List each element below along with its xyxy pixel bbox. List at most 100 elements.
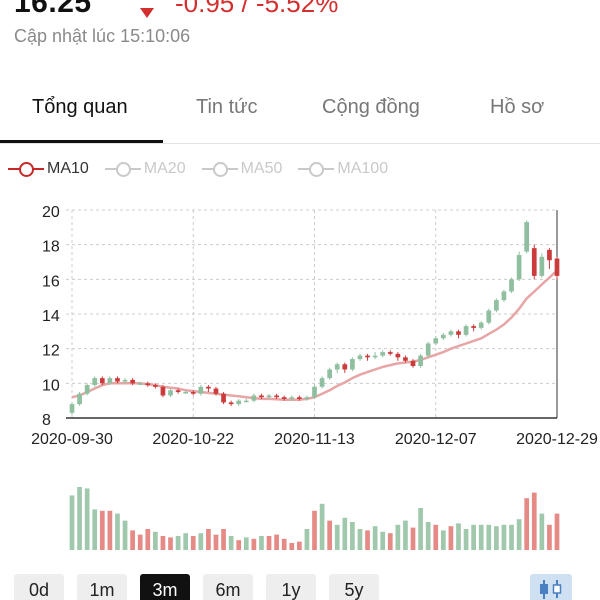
volume-bar <box>509 524 514 550</box>
candle-body <box>92 378 98 386</box>
volume-bar <box>365 530 370 550</box>
volume-bar <box>524 498 530 550</box>
candle-body <box>281 397 287 399</box>
volume-bar <box>304 529 310 550</box>
volume-bar <box>137 534 143 550</box>
volume-bar <box>183 533 189 550</box>
ma-line-icon <box>8 159 44 179</box>
volume-bar <box>206 529 211 550</box>
candle-body <box>213 388 219 394</box>
volume-bar <box>433 524 439 550</box>
candle-body <box>175 390 181 392</box>
range-1m-button[interactable]: 1m <box>77 574 127 600</box>
tab-profile[interactable]: Hồ sơ <box>490 96 545 118</box>
volume-bar <box>440 530 446 550</box>
candle-body <box>304 397 310 399</box>
volume-bar <box>221 529 226 550</box>
volume-bar <box>478 524 484 550</box>
volume-bar <box>99 510 105 550</box>
range-selector: 0d 1m 3m 6m 1y 5y <box>14 574 392 600</box>
candle-body <box>296 397 302 399</box>
volume-bar <box>471 524 476 550</box>
candle-body <box>115 378 120 382</box>
legend-ma10[interactable]: MA10 <box>8 159 89 179</box>
volume-bar <box>281 538 287 550</box>
candle-body <box>145 383 151 386</box>
range-6m-button[interactable]: 6m <box>203 574 253 600</box>
candle-body <box>509 279 514 292</box>
candle-body <box>236 400 242 405</box>
candle-body <box>107 378 113 384</box>
ma-legend: MA10 MA20 MA50 MA100 <box>8 158 404 180</box>
ma-line-icon <box>298 159 335 179</box>
volume-bar <box>501 524 507 550</box>
candle-body <box>243 400 249 403</box>
candle-body <box>84 385 90 394</box>
candle-body <box>501 291 507 301</box>
legend-label: MA10 <box>47 160 89 177</box>
last-updated: Cập nhật lúc 15:10:06 <box>14 26 191 46</box>
y-tick-label: 16 <box>42 273 60 290</box>
candle-body <box>471 326 476 328</box>
candle-body <box>160 386 166 396</box>
chart-type-button[interactable] <box>530 574 572 600</box>
x-tick-label: 2020-10-22 <box>152 431 234 448</box>
volume-bar <box>334 524 340 550</box>
tab-overview[interactable]: Tổng quan <box>32 96 128 118</box>
candle-body <box>539 256 545 276</box>
candle-body <box>251 395 257 401</box>
candle-body <box>463 326 469 335</box>
x-tick-label: 2020-12-07 <box>395 431 477 448</box>
range-0d-button[interactable]: 0d <box>14 574 64 600</box>
volume-bar <box>554 513 560 550</box>
candlestick-icon <box>540 580 562 599</box>
candle-body <box>259 395 264 398</box>
candle-body <box>327 369 333 379</box>
tab-community[interactable]: Cộng đồng <box>322 96 420 118</box>
candle-body <box>395 353 401 358</box>
candle-body <box>547 249 552 261</box>
candle-body <box>554 258 560 276</box>
legend-label: MA100 <box>337 160 389 177</box>
candle-body <box>183 392 189 394</box>
price-change: -0.95 / -5.52% <box>175 0 339 18</box>
candle-body <box>524 222 530 252</box>
volume-bar <box>456 523 461 550</box>
range-3m-button[interactable]: 3m <box>140 574 190 600</box>
volume-bar <box>198 533 204 550</box>
volume-bar <box>531 492 537 550</box>
candle-body <box>168 390 173 396</box>
volume-bar <box>213 534 219 550</box>
y-tick-label: 14 <box>42 308 60 325</box>
volume-bar <box>92 509 98 550</box>
candle-body <box>478 322 484 328</box>
volume-bar <box>175 536 181 550</box>
candle-body <box>221 393 226 403</box>
volume-bar <box>486 524 492 550</box>
volume-bar <box>418 508 423 550</box>
tab-news[interactable]: Tin tức <box>196 96 258 118</box>
range-5y-button[interactable]: 5y <box>329 574 379 600</box>
legend-ma20[interactable]: MA20 <box>104 159 186 179</box>
candle-body <box>206 386 211 389</box>
legend-ma50[interactable]: MA50 <box>201 159 282 179</box>
candle-body <box>153 385 158 387</box>
range-1y-button[interactable]: 1y <box>266 574 316 600</box>
candlestick-chart[interactable]: 8 10 12 14 16 18 20 2020-09-30 2020-10-22 2020-11… <box>0 190 600 550</box>
candle-body <box>494 300 499 311</box>
volume-bar <box>312 510 317 550</box>
volume-bar <box>251 538 257 550</box>
volume-bar <box>516 519 522 550</box>
candle-body <box>289 397 295 399</box>
candle-body <box>357 355 363 360</box>
legend-ma100[interactable]: MA100 <box>298 159 388 179</box>
current-price: 16.25 <box>14 0 92 19</box>
volume-bar <box>448 526 454 550</box>
active-tab-indicator <box>0 140 163 143</box>
candle-body <box>137 383 143 385</box>
candle-body <box>516 255 522 280</box>
x-tick-label: 2020-09-30 <box>31 431 113 448</box>
candle-body <box>387 352 393 354</box>
candle-body <box>350 359 355 370</box>
ma-line-icon <box>104 159 141 179</box>
